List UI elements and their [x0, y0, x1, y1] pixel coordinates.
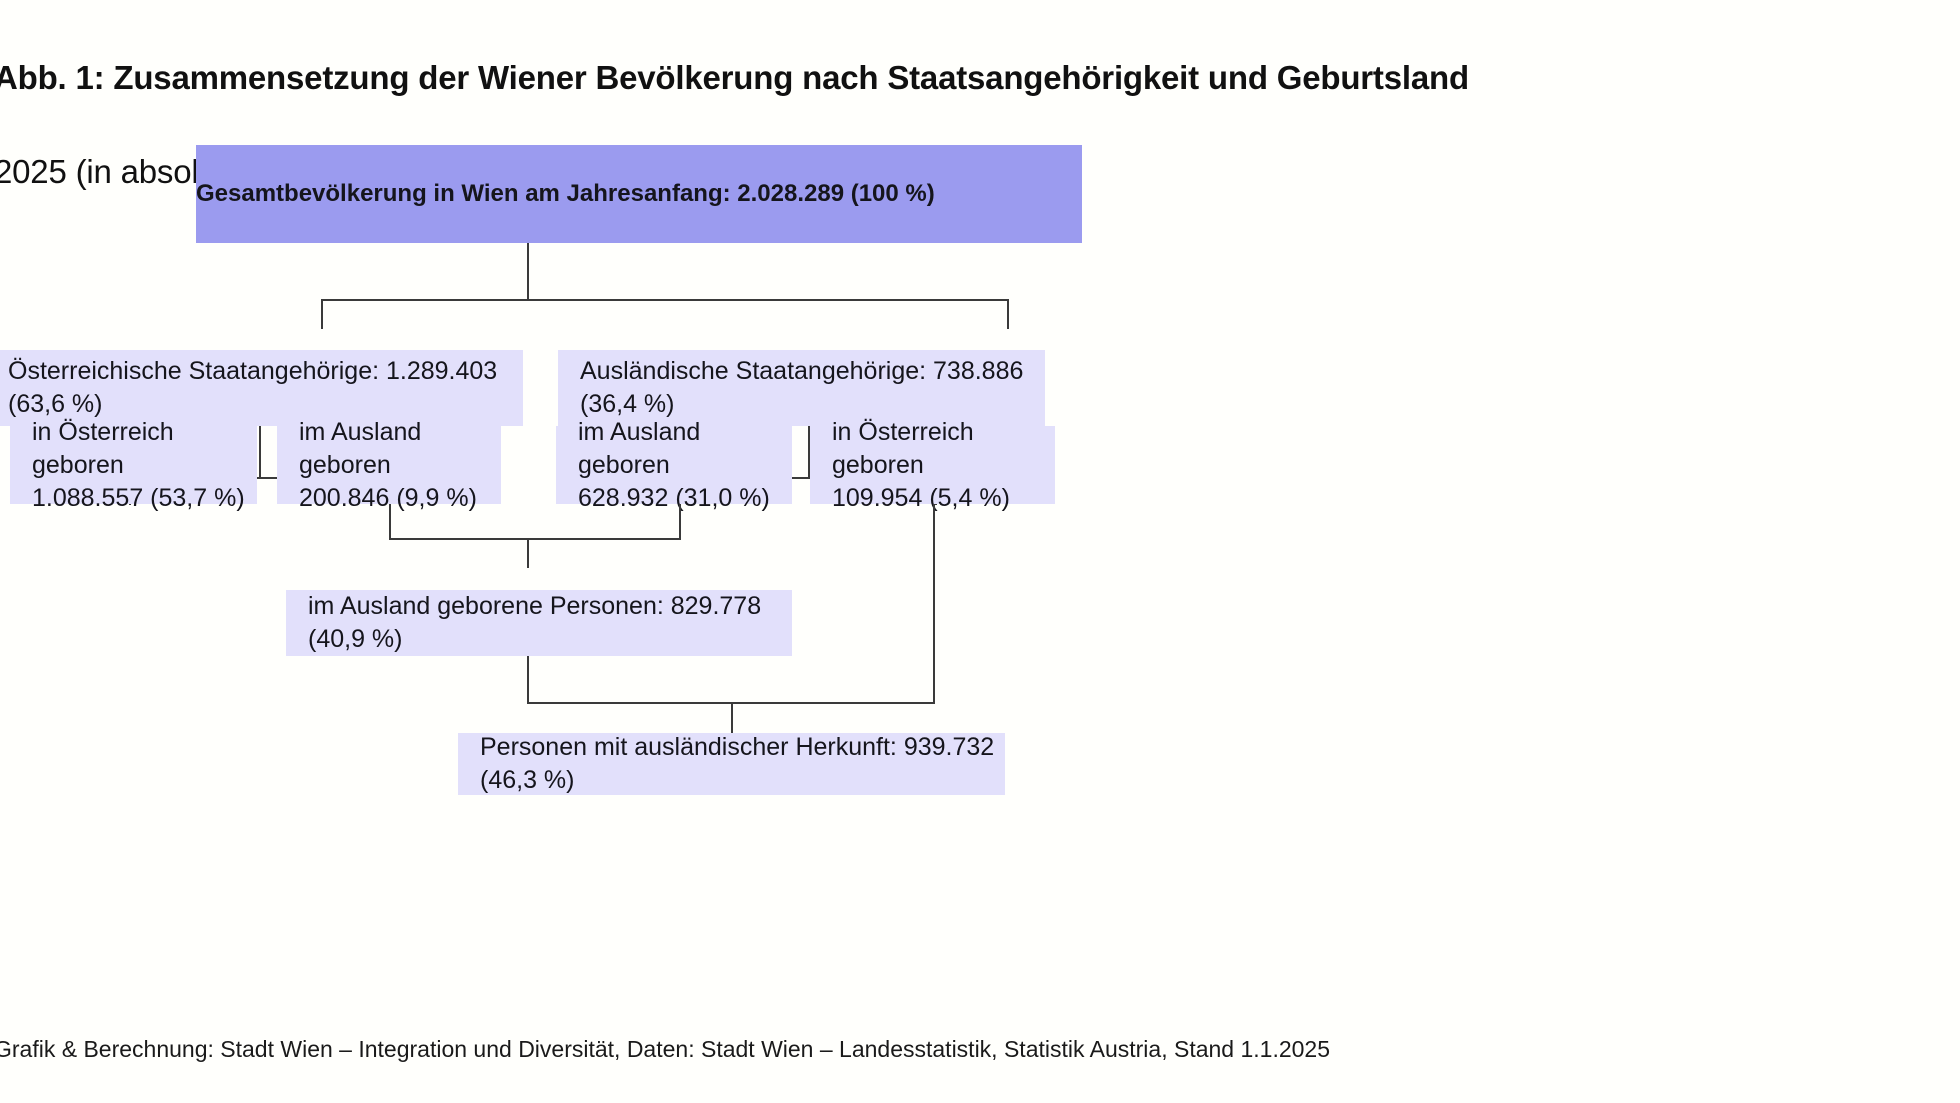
node-foreign-citizens-label: Ausländische Staatangehörige: 738.886 (3… — [580, 357, 1024, 418]
node-foreign-born-abroad-label: im Ausland geboren 628.932 (31,0 %) — [578, 417, 770, 512]
connector-final-stem — [731, 702, 733, 733]
connector-root-to-foreign — [1007, 299, 1009, 329]
node-total-population-label: Gesamtbevölkerung in Wien am Jahresanfan… — [196, 180, 935, 208]
title-line-1: Abb. 1: Zusammensetzung der Wiener Bevöl… — [0, 58, 1469, 96]
connector-final-left-drop — [527, 656, 529, 704]
node-austrian-born-abroad-label: im Ausland geboren 200.846 (9,9 %) — [299, 417, 477, 512]
connector-merge-bar — [389, 538, 681, 540]
connector-root-stem — [527, 243, 529, 300]
connector-foreign-bar — [679, 477, 937, 479]
node-austrian-born-abroad[interactable]: im Ausland geboren 200.846 (9,9 %) — [277, 418, 501, 512]
connector-root-to-austrian — [321, 299, 323, 329]
connector-root-bar — [321, 299, 1009, 301]
node-persons-born-abroad[interactable]: im Ausland geborene Personen: 829.778 (4… — [286, 590, 792, 656]
node-foreign-born-in-austria[interactable]: in Österreich geboren 109.954 (5,4 %) — [810, 418, 1055, 512]
node-austrian-citizens[interactable]: Österreichische Staatangehörige: 1.289.4… — [0, 350, 523, 426]
node-austrian-born-in-austria-label: in Österreich geboren 1.088.557 (53,7 %) — [32, 417, 245, 512]
node-foreign-born-in-austria-label: in Österreich geboren 109.954 (5,4 %) — [832, 417, 1010, 512]
node-persons-born-abroad-label: im Ausland geborene Personen: 829.778 (4… — [308, 592, 762, 653]
connector-foreign-born-at-long-drop — [933, 504, 935, 704]
connector-foreign-stem — [808, 426, 810, 478]
connector-merge-left-drop — [389, 504, 391, 540]
node-austrian-born-in-austria[interactable]: in Österreich geboren 1.088.557 (53,7 %) — [10, 418, 257, 512]
node-foreign-citizens[interactable]: Ausländische Staatangehörige: 738.886 (3… — [558, 350, 1045, 426]
connector-merge-right-drop — [679, 504, 681, 540]
connector-austrian-stem — [259, 426, 261, 478]
source-note: Grafik & Berechnung: Stadt Wien – Integr… — [0, 1036, 1330, 1062]
connector-merge-stem — [527, 538, 529, 568]
node-persons-foreign-origin-label: Personen mit ausländischer Herkunft: 939… — [480, 733, 995, 794]
node-total-population[interactable]: Gesamtbevölkerung in Wien am Jahresanfan… — [196, 145, 1082, 243]
connector-austrian-bar — [129, 477, 391, 479]
node-persons-foreign-origin[interactable]: Personen mit ausländischer Herkunft: 939… — [458, 733, 1005, 795]
node-austrian-citizens-label: Österreichische Staatangehörige: 1.289.4… — [8, 357, 498, 418]
node-foreign-born-abroad[interactable]: im Ausland geboren 628.932 (31,0 %) — [556, 418, 792, 512]
